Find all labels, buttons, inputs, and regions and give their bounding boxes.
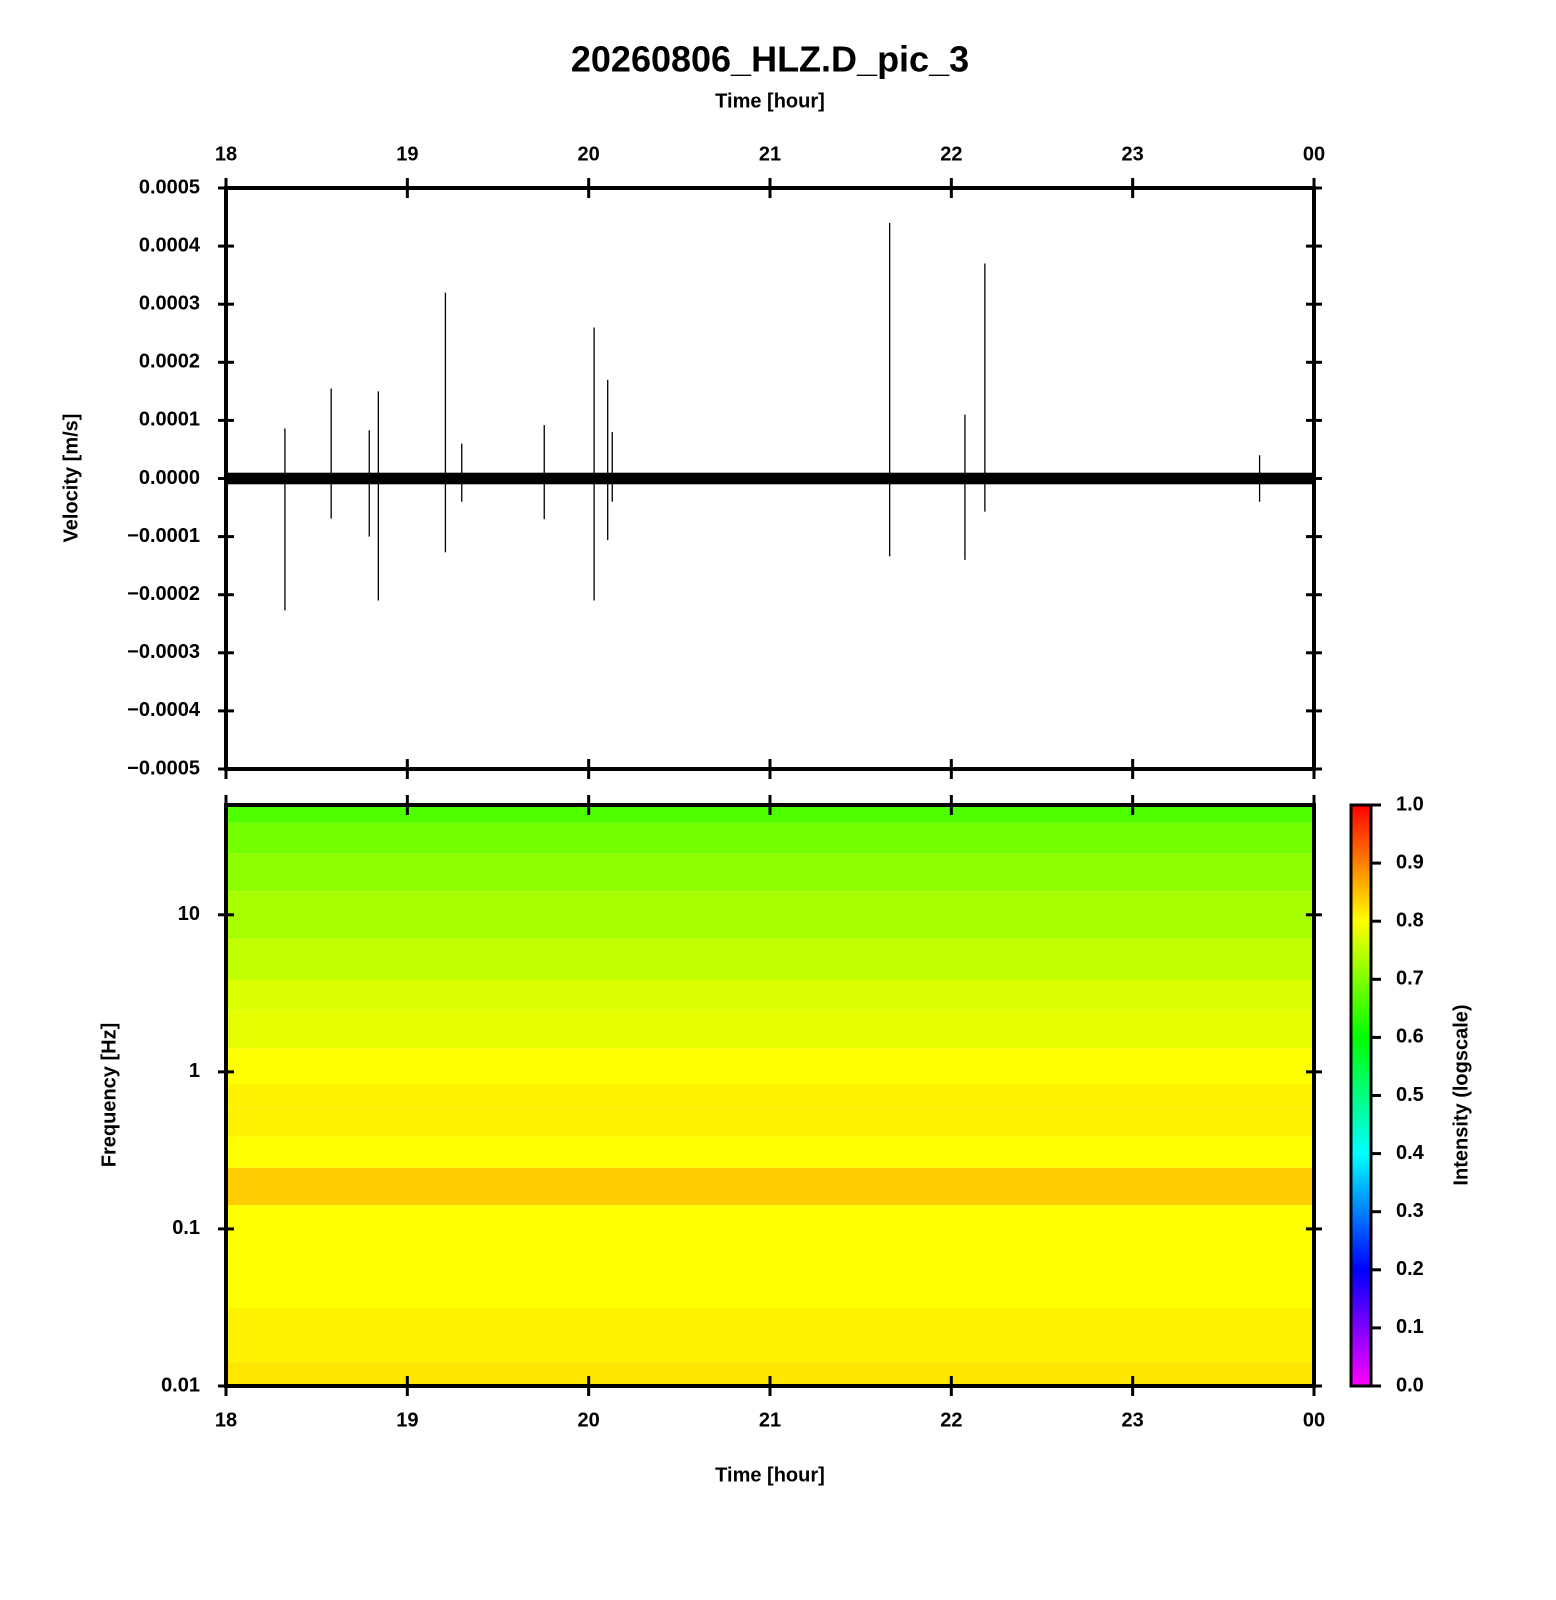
y-tick-label: −0.0005: [127, 757, 200, 779]
colorbar-tick-label: 0.3: [1396, 1200, 1424, 1222]
x-tick-label: 21: [759, 1409, 781, 1431]
colorbar-tick-label: 0.2: [1396, 1258, 1424, 1280]
spectrogram-band: [226, 1084, 1314, 1108]
y-tick-label: −0.0001: [127, 525, 200, 547]
spectrogram-band: [226, 891, 1314, 939]
spectrogram-band: [226, 1010, 1314, 1049]
x-tick-label: 00: [1303, 1409, 1325, 1431]
colorbar-tick-label: 0.9: [1396, 851, 1424, 873]
colorbar-tick-label: 0.1: [1396, 1316, 1424, 1338]
colorbar-tick-label: 0.5: [1396, 1084, 1424, 1106]
y-tick-label: −0.0004: [127, 699, 201, 721]
x-tick-label: 22: [940, 1409, 962, 1431]
x-tick-label: 23: [1122, 1409, 1144, 1431]
spectrogram-band: [226, 1362, 1314, 1386]
spectrogram-band: [226, 1048, 1314, 1085]
spectrogram-band: [226, 1107, 1314, 1137]
y-tick-label: 0.0001: [139, 409, 200, 431]
colorbar-tick-label: 0.6: [1396, 1026, 1424, 1048]
y-tick-label: 0.0005: [139, 176, 200, 198]
spectrogram-band: [226, 1167, 1314, 1206]
spectrogram-band: [226, 1205, 1314, 1253]
y-tick-label: −0.0003: [127, 641, 200, 663]
y-axis-label: Velocity [m/s]: [60, 414, 82, 543]
y-tick-label: 0.0003: [139, 292, 200, 314]
spectrogram-band: [226, 822, 1314, 854]
y-tick-label: 10: [178, 903, 200, 925]
spectrogram-band: [226, 853, 1314, 892]
chart-title: 20260806_HLZ.D_pic_3: [571, 39, 969, 80]
colorbar-tick-label: 0.7: [1396, 968, 1424, 990]
x-tick-label: 23: [1122, 143, 1144, 165]
spectrogram-band: [226, 1136, 1314, 1168]
y-tick-label: 0.01: [161, 1374, 200, 1396]
x-tick-label: 19: [396, 143, 418, 165]
y-tick-label: 0.0002: [139, 351, 200, 373]
x-axis-label: Time [hour]: [715, 1464, 825, 1486]
spectrogram-band: [226, 938, 1314, 980]
y-tick-label: 1: [189, 1060, 200, 1082]
x-tick-label: 18: [215, 143, 237, 165]
y-tick-label: 0.1: [172, 1217, 200, 1239]
x-tick-label: 18: [215, 1409, 237, 1431]
y-tick-label: −0.0002: [127, 583, 200, 605]
y-tick-label: 0.0000: [139, 467, 200, 489]
colorbar-tick-label: 0.0: [1396, 1374, 1424, 1396]
colorbar-tick-label: 0.4: [1396, 1142, 1425, 1164]
x-tick-label: 22: [940, 143, 962, 165]
spectrogram-band: [226, 979, 1314, 1011]
spectrogram-band: [226, 1252, 1314, 1308]
x-axis-label: Time [hour]: [715, 90, 825, 112]
x-tick-label: 20: [578, 143, 600, 165]
colorbar-label: Intensity (logscale): [1450, 1004, 1472, 1185]
x-tick-label: 20: [578, 1409, 600, 1431]
x-tick-label: 21: [759, 143, 781, 165]
colorbar: [1349, 803, 1373, 1388]
noise-band: [226, 472, 1314, 485]
x-tick-label: 19: [396, 1409, 418, 1431]
y-axis-label: Frequency [Hz]: [98, 1023, 120, 1167]
colorbar-tick-label: 1.0: [1396, 793, 1424, 815]
y-tick-label: 0.0004: [139, 234, 201, 256]
spectrogram-band: [226, 1307, 1314, 1363]
x-tick-label: 00: [1303, 143, 1325, 165]
colorbar-tick-label: 0.8: [1396, 909, 1424, 931]
